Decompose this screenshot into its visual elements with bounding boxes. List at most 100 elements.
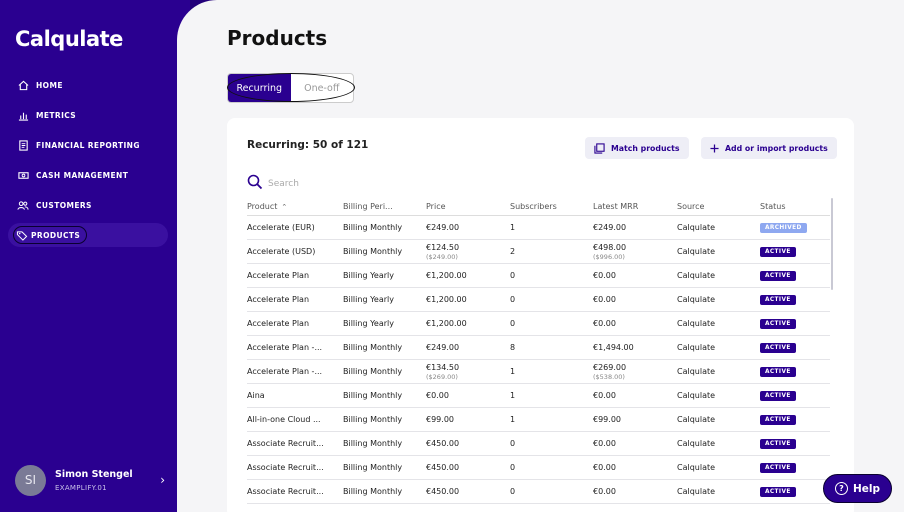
cell-source: Calqulate <box>677 295 716 304</box>
sidebar-item-label-wrap: PRODUCTS <box>13 226 88 244</box>
table-row[interactable]: Associate Recruit... Billing Monthly €450.… <box>247 480 830 504</box>
add-import-products-label: Add or import products <box>725 143 828 153</box>
cell-billing-period: Billing Yearly <box>343 271 394 280</box>
home-icon <box>17 79 29 91</box>
match-products-label: Match products <box>611 143 680 153</box>
table-row[interactable]: €75.00€7,400.00 <box>247 504 830 512</box>
cell-subscribers: 2 <box>510 247 516 256</box>
cell-billing-period: Billing Yearly <box>343 319 394 328</box>
cell-subscribers: 1 <box>510 367 516 376</box>
status-badge: ACTIVE <box>760 319 796 329</box>
cell-latest-mrr: €0.00 <box>593 271 616 280</box>
table-row[interactable]: Aina Billing Monthly €0.00 1 €0.00 Calqulate A… <box>247 384 830 408</box>
toggle-recurring[interactable]: Recurring <box>228 74 291 102</box>
cell-subscribers: 8 <box>510 343 516 352</box>
table-row[interactable]: Associate Recruit... Billing Monthly €450.… <box>247 456 830 480</box>
sidebar-item-products[interactable]: PRODUCTS <box>8 223 168 247</box>
table-row[interactable]: Accelerate (EUR) Billing Monthly €249.00 1 €… <box>247 216 830 240</box>
cell-source: Calqulate <box>677 439 716 448</box>
cell-subscribers: 1 <box>510 223 516 232</box>
table-row[interactable]: Accelerate Plan Billing Yearly €1,200.00 0 €… <box>247 288 830 312</box>
cell-latest-mrr: €0.00 <box>593 487 616 496</box>
cell-product: Accelerate (EUR) <box>247 223 315 232</box>
help-button[interactable]: ? Help <box>823 474 892 503</box>
main-content: Products Recurring One-off Recurring: 50… <box>177 0 904 512</box>
cell-source: Calqulate <box>677 487 716 496</box>
sidebar-item-label: HOME <box>36 80 63 90</box>
cell-billing-period: Billing Monthly <box>343 223 403 232</box>
col-header-subscribers[interactable]: Subscribers <box>510 202 557 211</box>
table-scrollbar[interactable] <box>831 198 833 290</box>
cash-icon <box>17 169 29 181</box>
cell-subscribers: 0 <box>510 295 516 304</box>
match-products-button[interactable]: Match products <box>585 137 689 159</box>
table-row[interactable]: Accelerate Plan -... Billing Monthly €134.… <box>247 360 830 384</box>
cell-price: €1,200.00 <box>426 295 467 304</box>
cell-price: €124.50 ($249.00) <box>426 242 460 261</box>
sidebar-item-home[interactable]: HOME <box>8 73 168 97</box>
cell-price: €1,200.00 <box>426 271 467 280</box>
col-header-source[interactable]: Source <box>677 202 705 211</box>
cell-billing-period: Billing Monthly <box>343 391 403 400</box>
cell-status: ACTIVE <box>760 462 830 473</box>
cell-latest-mrr: €1,494.00 <box>593 343 634 352</box>
sidebar-item-cash-management[interactable]: CASH MANAGEMENT <box>8 163 168 187</box>
col-header-billing-period[interactable]: Billing Peri... <box>343 202 393 211</box>
chevron-right-icon[interactable]: › <box>160 473 165 487</box>
cell-price: €450.00 <box>426 463 460 472</box>
table-row[interactable]: Accelerate (USD) Billing Monthly €124.50 ($… <box>247 240 830 264</box>
toggle-one-off[interactable]: One-off <box>304 82 340 94</box>
col-header-product[interactable]: Product ⌃ <box>247 202 288 211</box>
user-org: EXAMPLIFY.01 <box>55 483 107 492</box>
cell-latest-mrr: €249.00 <box>593 223 627 232</box>
card-title: Recurring: 50 of 121 <box>247 139 369 151</box>
cell-billing-period: Billing Monthly <box>343 439 403 448</box>
add-import-products-button[interactable]: Add or import products <box>701 137 837 159</box>
col-header-status[interactable]: Status <box>760 202 786 211</box>
cell-latest-mrr: €0.00 <box>593 391 616 400</box>
user-profile[interactable]: SI Simon Stengel EXAMPLIFY.01 › <box>15 464 165 496</box>
col-header-latest-mrr[interactable]: Latest MRR <box>593 202 639 211</box>
search-input[interactable] <box>268 179 468 189</box>
sidebar-nav: HOME METRICS FINANCIAL REPORTING CASH MA… <box>8 73 168 253</box>
table-row[interactable]: Accelerate Plan Billing Yearly €1,200.00 0 €… <box>247 264 830 288</box>
cell-price: €450.00 <box>426 439 460 448</box>
cell-price: €0.00 <box>426 391 449 400</box>
cell-status: ACTIVE <box>760 390 830 401</box>
table-row[interactable]: Accelerate Plan Billing Yearly €1,200.00 0 €… <box>247 312 830 336</box>
cell-product: Accelerate Plan <box>247 295 310 304</box>
sidebar-item-financial-reporting[interactable]: FINANCIAL REPORTING <box>8 133 168 157</box>
cell-source: Calqulate <box>677 319 716 328</box>
col-header-price[interactable]: Price <box>426 202 446 211</box>
app-logo[interactable]: Calqulate <box>15 27 123 51</box>
copy-icon <box>594 142 605 154</box>
sidebar-item-customers[interactable]: CUSTOMERS <box>8 193 168 217</box>
cell-source: Calqulate <box>677 415 716 424</box>
plus-icon <box>710 143 719 153</box>
cell-subscribers: 0 <box>510 463 516 472</box>
cell-billing-period: Billing Monthly <box>343 343 403 352</box>
cell-price: €1,200.00 <box>426 319 467 328</box>
cell-status: ACTIVE <box>760 246 830 257</box>
cell-billing-period: Billing Monthly <box>343 463 403 472</box>
sort-asc-icon[interactable]: ⌃ <box>281 203 288 211</box>
table-row[interactable]: All-in-one Cloud ... Billing Monthly €99.0… <box>247 408 830 432</box>
sidebar-item-label: PRODUCTS <box>31 230 81 240</box>
cell-source: Calqulate <box>677 343 716 352</box>
table-row[interactable]: Accelerate Plan -... Billing Monthly €249.… <box>247 336 830 360</box>
table-row[interactable]: Associate Recruit... Billing Monthly €450.… <box>247 432 830 456</box>
cell-status: ARCHIVED <box>760 222 830 233</box>
cell-product: Associate Recruit... <box>247 463 324 472</box>
cell-subscribers: 0 <box>510 439 516 448</box>
status-badge: ACTIVE <box>760 295 796 305</box>
status-badge: ACTIVE <box>760 367 796 377</box>
status-badge: ACTIVE <box>760 247 796 257</box>
cell-latest-mrr: €0.00 <box>593 463 616 472</box>
sidebar-item-label: FINANCIAL REPORTING <box>36 140 140 150</box>
cell-source: Calqulate <box>677 463 716 472</box>
cell-subscribers: 0 <box>510 487 516 496</box>
status-badge: ACTIVE <box>760 439 796 449</box>
sidebar-item-metrics[interactable]: METRICS <box>8 103 168 127</box>
cell-status: ACTIVE <box>760 342 830 353</box>
cell-latest-mrr: €0.00 <box>593 319 616 328</box>
